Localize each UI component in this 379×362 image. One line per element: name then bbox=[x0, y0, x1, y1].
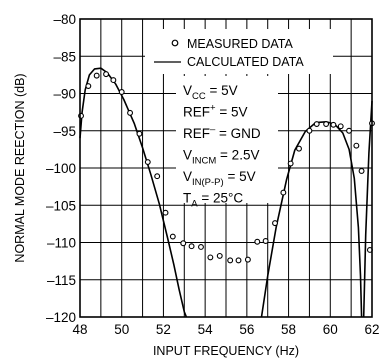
measured-data-point bbox=[103, 71, 110, 78]
y-tick-label: –115 bbox=[47, 273, 76, 288]
measured-data-point bbox=[93, 72, 100, 79]
measured-data-point bbox=[207, 254, 214, 261]
condition-line: REF+ = 5V bbox=[183, 103, 247, 120]
measured-data-point bbox=[188, 243, 195, 250]
measured-data-point bbox=[162, 209, 169, 216]
plot-frame bbox=[79, 18, 373, 318]
measured-data-point bbox=[110, 77, 117, 84]
y-tick-labels: –80 –85 –90 –95 –100 –105 –110 –115 –120 bbox=[46, 12, 76, 325]
measured-data-point bbox=[358, 168, 365, 174]
legend-box bbox=[145, 29, 333, 74]
measured-data-point bbox=[85, 83, 92, 90]
condition-line: VIN(P-P) = 5V bbox=[183, 169, 256, 188]
x-tick-label: 56 bbox=[239, 322, 254, 337]
conditions-box bbox=[176, 76, 278, 203]
measured-data-point bbox=[198, 244, 204, 250]
measured-data-point bbox=[180, 240, 187, 247]
measured-data-point bbox=[346, 127, 353, 134]
measured-data-point bbox=[323, 121, 330, 127]
measured-data-point bbox=[313, 121, 320, 127]
x-tick-label: 54 bbox=[198, 322, 214, 337]
y-tick-label: –95 bbox=[53, 124, 76, 139]
measured-data-point bbox=[330, 121, 337, 128]
y-axis-title: NORMAL MODE REECTION (dB) bbox=[13, 73, 27, 262]
x-tick-label: 52 bbox=[156, 322, 171, 337]
legend-label-calculated: CALCULATED DATA bbox=[187, 55, 304, 69]
y-tick-label: –85 bbox=[53, 49, 76, 64]
x-tick-labels: 48 50 52 54 56 58 60 62 bbox=[72, 322, 379, 337]
condition-line: VINCM = 2.5V bbox=[183, 148, 259, 167]
legend-label-measured: MEASURED DATA bbox=[187, 37, 293, 51]
measured-data-point bbox=[216, 252, 223, 259]
condition-line: TA = 25°C bbox=[183, 191, 243, 210]
y-tick-label: –80 bbox=[53, 12, 76, 27]
y-tick-label: –100 bbox=[46, 161, 76, 176]
measured-data-point bbox=[244, 256, 251, 263]
y-tick-label: –120 bbox=[46, 310, 76, 325]
x-tick-label: 62 bbox=[364, 322, 379, 337]
measured-data-point bbox=[144, 159, 151, 165]
x-tick-label: 60 bbox=[323, 322, 338, 337]
measured-data-point bbox=[136, 130, 143, 137]
measured-data-point bbox=[254, 238, 261, 245]
measured-data-point bbox=[118, 89, 125, 95]
x-tick-label: 58 bbox=[281, 322, 296, 337]
y-tick-label: –110 bbox=[47, 236, 76, 251]
x-tick-label: 48 bbox=[72, 322, 87, 337]
measured-data-point bbox=[169, 233, 176, 240]
measured-data-point bbox=[296, 145, 302, 152]
y-tick-label: –90 bbox=[53, 87, 76, 102]
measured-data-point bbox=[353, 142, 360, 149]
condition-line: REF– = GND bbox=[183, 124, 261, 141]
x-tick-label: 50 bbox=[114, 322, 129, 337]
measured-data-point bbox=[272, 220, 278, 227]
x-axis-title: INPUT FREQUENCY (Hz) bbox=[153, 344, 299, 358]
measured-data-point bbox=[154, 173, 161, 180]
measured-data-point bbox=[127, 109, 134, 116]
legend-marker-measured bbox=[171, 39, 179, 47]
measured-data-point bbox=[287, 160, 294, 167]
measured-data-point bbox=[306, 127, 313, 134]
measured-data-point bbox=[337, 123, 344, 130]
measured-data-point bbox=[262, 238, 269, 244]
condition-line: VCC = 5V bbox=[183, 83, 238, 102]
y-tick-label: –105 bbox=[46, 198, 76, 213]
calculated-data-line bbox=[362, 100, 373, 318]
measured-data-point bbox=[235, 257, 242, 264]
measured-data-point bbox=[227, 257, 234, 264]
measured-data-point bbox=[280, 189, 287, 196]
